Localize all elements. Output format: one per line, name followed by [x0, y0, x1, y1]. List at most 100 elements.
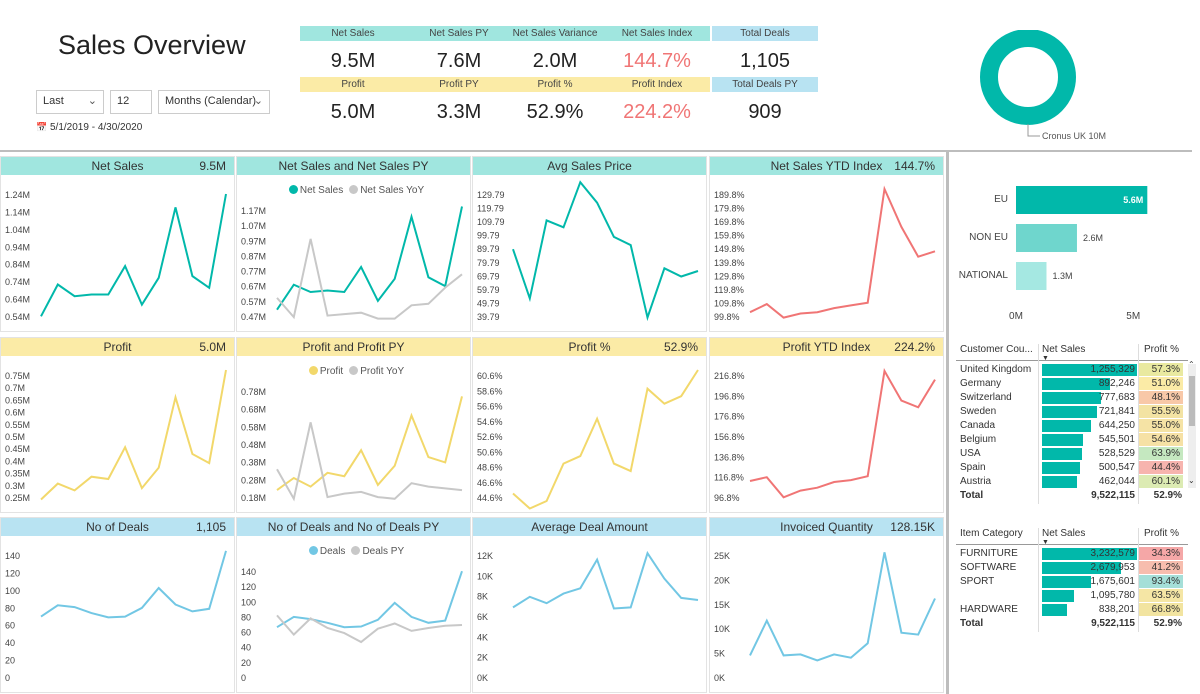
y-tick-label: 49.79 — [477, 298, 500, 308]
chart-panel-c8[interactable]: No of Deals 1,105 140 120 100 80 60 40 20 0 — [0, 517, 235, 693]
column-header[interactable]: Profit % — [1144, 528, 1180, 539]
table-row[interactable]: Belgium 545,501 54.6% — [952, 433, 1188, 447]
column-header[interactable]: Net Sales — [1042, 344, 1086, 355]
table-row[interactable]: 1,095,780 63.5% — [952, 589, 1188, 603]
column-header[interactable]: Profit % — [1144, 344, 1180, 355]
line-chart[interactable]: 0.78M 0.68M 0.58M 0.48M 0.38M 0.28M 0.18M — [237, 356, 472, 512]
period-dropdown[interactable]: Last ⌄ — [36, 90, 104, 114]
table-row[interactable]: SPORT 1,675,601 93.4% — [952, 575, 1188, 589]
kpi-net-sales: Net Sales 9.5M — [300, 26, 406, 73]
table-row[interactable]: SOFTWARE 2,679,953 41.2% — [952, 561, 1188, 575]
series-line-invoiced-quantity[interactable] — [749, 552, 936, 662]
data-bar — [1042, 604, 1067, 616]
divider — [1138, 344, 1139, 504]
table-row[interactable]: Austria 462,044 60.1% — [952, 475, 1188, 489]
line-chart[interactable]: 60.6% 58.6% 56.6% 54.6% 52.6% 50.6% 48.6% 46.6%… — [473, 356, 708, 512]
y-tick-label: 119.79 — [477, 204, 504, 214]
chart-panel-c3[interactable]: Net Sales YTD Index 144.7% 189.8% 179.8% 169… — [709, 156, 944, 332]
series-line-profit-yoy[interactable] — [276, 422, 463, 502]
line-chart[interactable]: 189.8% 179.8% 169.8% 159.8% 149.8% 139.8% 129.… — [710, 175, 945, 331]
column-header[interactable]: Customer Cou... — [960, 344, 1033, 355]
chart-panel-c1[interactable]: Net Sales and Net Sales PY 1.17M 1.07M 0.97… — [236, 156, 471, 332]
donut-slice[interactable] — [980, 30, 1076, 125]
chart-panel-c9[interactable]: No of Deals and No of Deals PY 140 120 100 8… — [236, 517, 471, 693]
column-header[interactable]: Item Category — [960, 528, 1023, 539]
data-bar — [1042, 590, 1075, 602]
chart-header: Avg Sales Price — [473, 157, 706, 175]
kpi-label: Net Sales — [300, 26, 406, 41]
chart-panel-c10[interactable]: Average Deal Amount 12K 10K 8K 6K 4K 2K 0K — [472, 517, 707, 693]
chevron-up-icon[interactable]: ⌃ — [1188, 360, 1195, 369]
bar[interactable] — [1016, 262, 1047, 290]
series-line-deals-py[interactable] — [276, 614, 463, 644]
chart-panel-c7[interactable]: Profit YTD Index 224.2% 216.8% 196.8% 176.8%… — [709, 337, 944, 513]
y-tick-label: 20 — [241, 658, 251, 668]
line-chart[interactable]: 1.24M 1.14M 1.04M 0.94M 0.84M 0.74M 0.64M 0.54M — [1, 175, 236, 331]
sort-desc-icon[interactable]: ▼ — [1042, 539, 1049, 546]
chart-title: Average Deal Amount — [531, 520, 648, 534]
sort-desc-icon[interactable]: ▼ — [1042, 355, 1049, 362]
table-row[interactable]: Switzerland 777,683 48.1% — [952, 391, 1188, 405]
line-chart[interactable]: 140 120 100 80 60 40 20 0 — [1, 536, 236, 692]
series-line-profit[interactable] — [40, 369, 227, 501]
date-range-text: 5/1/2019 - 4/30/2020 — [50, 122, 143, 133]
unit-dropdown[interactable]: Months (Calendar) ⌄ — [158, 90, 270, 114]
column-header[interactable]: Net Sales — [1042, 528, 1086, 539]
chart-panel-c11[interactable]: Invoiced Quantity 128.15K 25K 20K 15K 10K 5K 0K — [709, 517, 944, 693]
scrollbar-thumb[interactable] — [1189, 376, 1195, 426]
line-chart[interactable]: 25K 20K 15K 10K 5K 0K — [710, 536, 945, 692]
period-value: Last — [43, 95, 64, 107]
kpi-label: Net Sales Index — [604, 26, 710, 41]
chart-panel-c4[interactable]: Profit 5.0M 0.75M 0.7M 0.65M 0.6M 0.55M 0.5M 0.4… — [0, 337, 235, 513]
series-line-profit-[interactable] — [512, 369, 699, 510]
scrollbar[interactable] — [1188, 364, 1196, 488]
line-chart[interactable]: 1.17M 1.07M 0.97M 0.87M 0.77M 0.67M 0.57M 0.47M — [237, 175, 472, 331]
line-chart[interactable]: 0.75M 0.7M 0.65M 0.6M 0.55M 0.5M 0.45M 0.4M 0.35… — [1, 356, 236, 512]
kpi-total-deals: Total Deals 1,105 — [712, 26, 818, 73]
category-label: EU — [994, 194, 1008, 205]
table-row[interactable]: USA 528,529 63.9% — [952, 447, 1188, 461]
line-chart[interactable]: 140 120 100 80 60 40 20 0 — [237, 536, 472, 692]
series-line-profit-ytd-index[interactable] — [749, 368, 936, 499]
divider — [0, 150, 1192, 152]
chart-panel-c0[interactable]: Net Sales 9.5M 1.24M 1.14M 1.04M 0.94M 0.84M 0.… — [0, 156, 235, 332]
count-input[interactable]: 12 — [110, 90, 152, 114]
chart-panel-c6[interactable]: Profit % 52.9% 60.6% 58.6% 56.6% 54.6% 52.6% 50… — [472, 337, 707, 513]
line-chart[interactable]: 12K 10K 8K 6K 4K 2K 0K — [473, 536, 708, 692]
series-line-no-of-deals[interactable] — [40, 550, 227, 619]
region-bar-chart[interactable]: EU 5.6M NON EU 2.6M NATIONAL 1.3M 0M 5M — [952, 168, 1192, 328]
y-tick-label: 0 — [5, 673, 10, 683]
net-sales-value: 892,246 — [1098, 378, 1135, 389]
chevron-down-icon[interactable]: ⌄ — [1188, 476, 1195, 485]
series-line-net-sales-ytd-index[interactable] — [749, 185, 936, 319]
series-line-deals[interactable] — [276, 570, 463, 629]
y-tick-label: 120 — [241, 582, 256, 592]
table-row[interactable]: Sweden 721,841 55.5% — [952, 405, 1188, 419]
bar[interactable] — [1016, 224, 1077, 252]
divider — [956, 544, 1188, 545]
series-line-net-sales-yoy[interactable] — [276, 238, 463, 320]
kpi-value: 5.0M — [330, 101, 376, 123]
series-line-avg-sales-price[interactable] — [512, 180, 699, 322]
y-tick-label: 40 — [5, 638, 15, 648]
table-row[interactable]: Germany 892,246 51.0% — [952, 377, 1188, 391]
series-line-net-sales[interactable] — [276, 206, 463, 311]
table-row[interactable]: HARDWARE 838,201 66.8% — [952, 603, 1188, 617]
bar[interactable] — [1016, 186, 1148, 214]
table-row[interactable]: Spain 500,547 44.4% — [952, 461, 1188, 475]
net-sales-value: 528,529 — [1098, 448, 1135, 459]
chart-panel-c5[interactable]: Profit and Profit PY 0.78M 0.68M 0.58M 0.48M… — [236, 337, 471, 513]
table-row[interactable]: United Kingdom 1,255,329 57.3% — [952, 363, 1188, 377]
series-line-average-deal-amount[interactable] — [512, 550, 699, 610]
chart-panel-c2[interactable]: Avg Sales Price 129.79 119.79 109.79 99.79 89… — [472, 156, 707, 332]
donut-chart[interactable]: Cronus UK 10M — [970, 30, 1190, 150]
table-row[interactable]: FURNITURE 3,232,579 34.3% — [952, 547, 1188, 561]
table-row[interactable]: Canada 644,250 55.0% — [952, 419, 1188, 433]
legend-label: Profit YoY — [360, 366, 405, 377]
kpi-value: 52.9% — [526, 101, 584, 123]
series-line-profit[interactable] — [276, 396, 463, 491]
series-line-net-sales[interactable] — [40, 193, 227, 317]
line-chart[interactable]: 216.8% 196.8% 176.8% 156.8% 136.8% 116.8% 96.8… — [710, 356, 945, 512]
line-chart[interactable]: 129.79 119.79 109.79 99.79 89.79 79.79 69.79 59… — [473, 175, 708, 331]
chart-value: 1,105 — [195, 520, 226, 534]
